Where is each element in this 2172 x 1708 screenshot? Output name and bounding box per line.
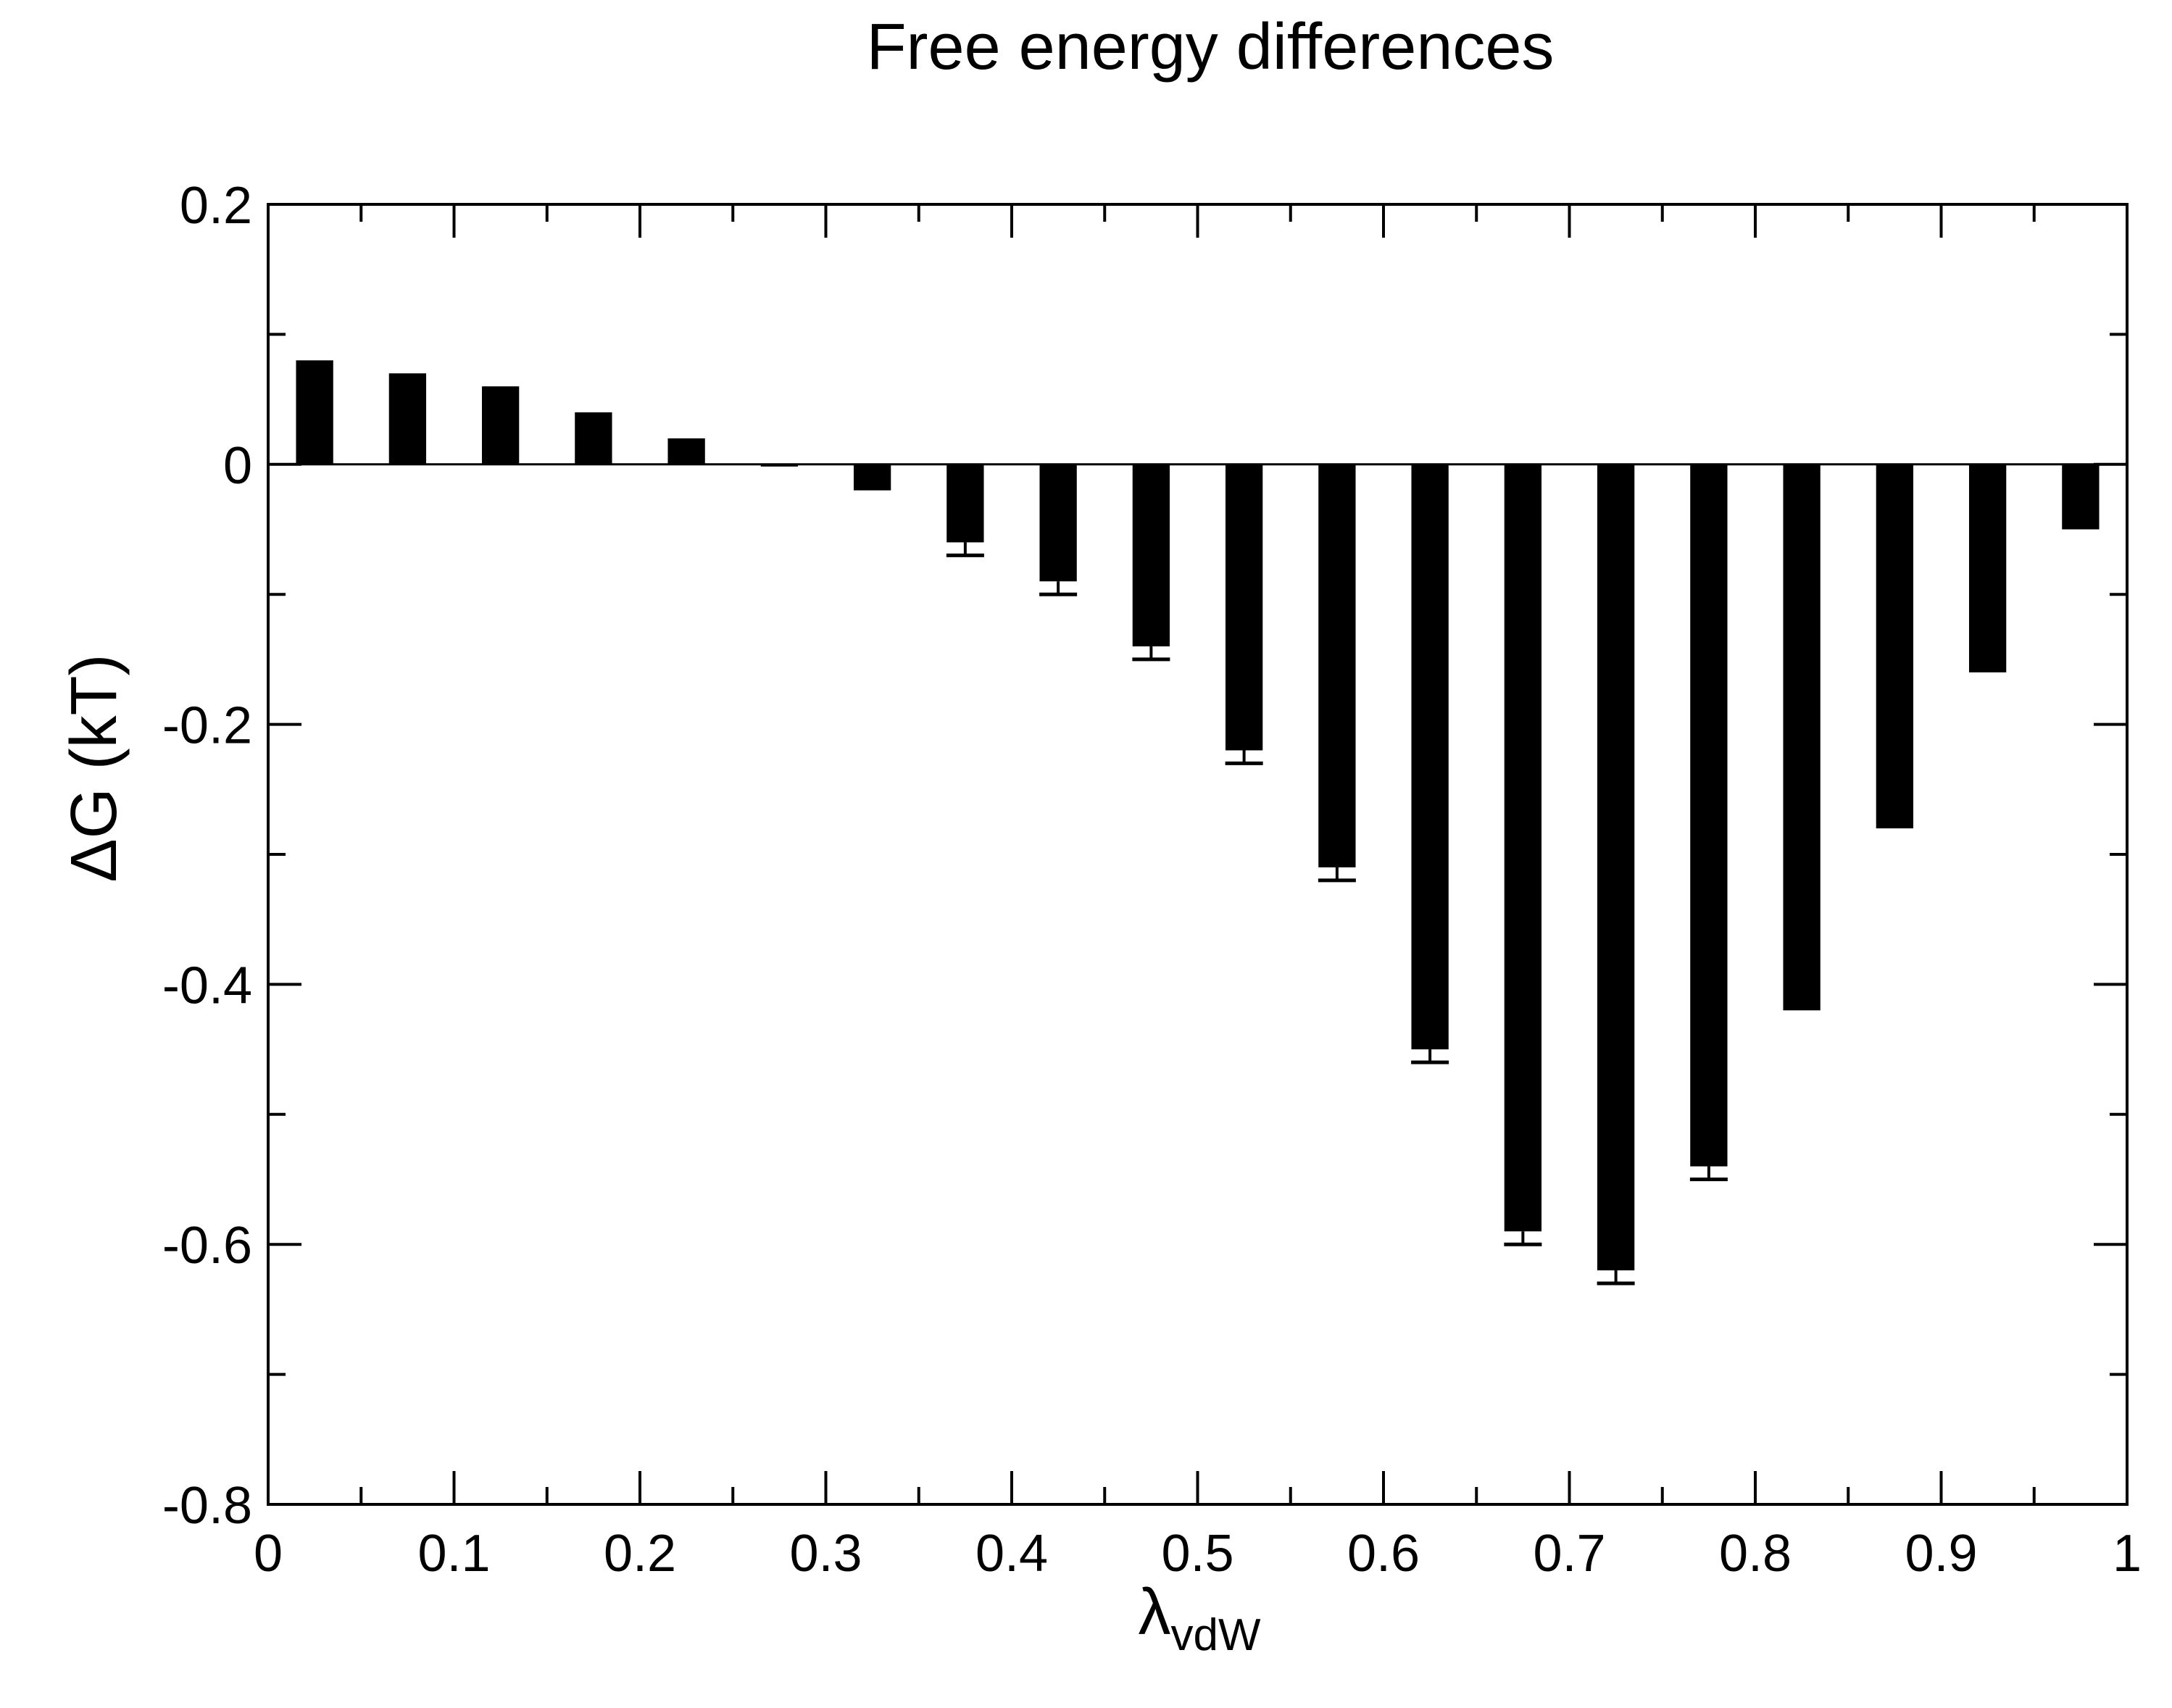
bar-6 (853, 464, 891, 491)
bar-12 (1411, 464, 1449, 1050)
x-tick-label-6: 0.6 (1347, 1525, 1420, 1583)
x-tick-label-3: 0.3 (789, 1525, 862, 1583)
x-tick-label-2: 0.2 (604, 1525, 676, 1583)
plot-area: 0 0.1 0.2 0.3 0.4 0.5 0.6 0.7 0.8 0.9 1 0.2 0 -0.2 -0.… (162, 177, 2142, 1583)
y-tick-label-2: -0.2 (162, 697, 252, 755)
bar-1 (388, 373, 427, 465)
x-tick-label-8: 0.8 (1719, 1525, 1792, 1583)
bar-15 (1690, 464, 1728, 1167)
bar-0 (296, 360, 333, 465)
bar-18 (1968, 464, 2007, 672)
x-tick-label-10: 1 (2113, 1525, 2142, 1583)
x-tick-label-0: 0 (254, 1525, 283, 1583)
y-tick-label-4: -0.6 (162, 1217, 252, 1275)
bar-13 (1504, 464, 1542, 1232)
bar-4 (667, 438, 705, 465)
x-axis-label: λvdW (1139, 1576, 1261, 1660)
bar-2 (481, 386, 520, 465)
x-axis-label-main: λ (1139, 1576, 1171, 1649)
chart-title: Free energy differences (867, 11, 1555, 83)
bar-14 (1597, 464, 1635, 1271)
y-axis-label: ΔG (kT) (58, 654, 130, 882)
y-tick-label-1: 0 (223, 437, 252, 495)
bar-9 (1132, 464, 1170, 646)
x-tick-label-5: 0.5 (1161, 1525, 1233, 1583)
x-tick-label-4: 0.4 (975, 1525, 1048, 1583)
x-tick-label-1: 0.1 (417, 1525, 490, 1583)
bar-7 (946, 464, 984, 543)
bar-3 (575, 412, 612, 465)
x-tick-label-7: 0.7 (1533, 1525, 1605, 1583)
y-tick-label-5: -0.8 (162, 1477, 252, 1535)
x-axis-label-subscript: vdW (1171, 1610, 1261, 1660)
bar-8 (1039, 464, 1077, 582)
x-tick-label-9: 0.9 (1905, 1525, 1977, 1583)
y-tick-label-0: 0.2 (180, 177, 252, 235)
bar-11 (1318, 464, 1356, 867)
bar-17 (1876, 464, 1914, 829)
y-tick-label-3: -0.4 (162, 957, 252, 1015)
bar-10 (1225, 464, 1263, 751)
bar-19 (2062, 464, 2100, 530)
plot-frame (267, 203, 2129, 1506)
bar-5 (760, 464, 799, 467)
bar-16 (1783, 464, 1821, 1011)
